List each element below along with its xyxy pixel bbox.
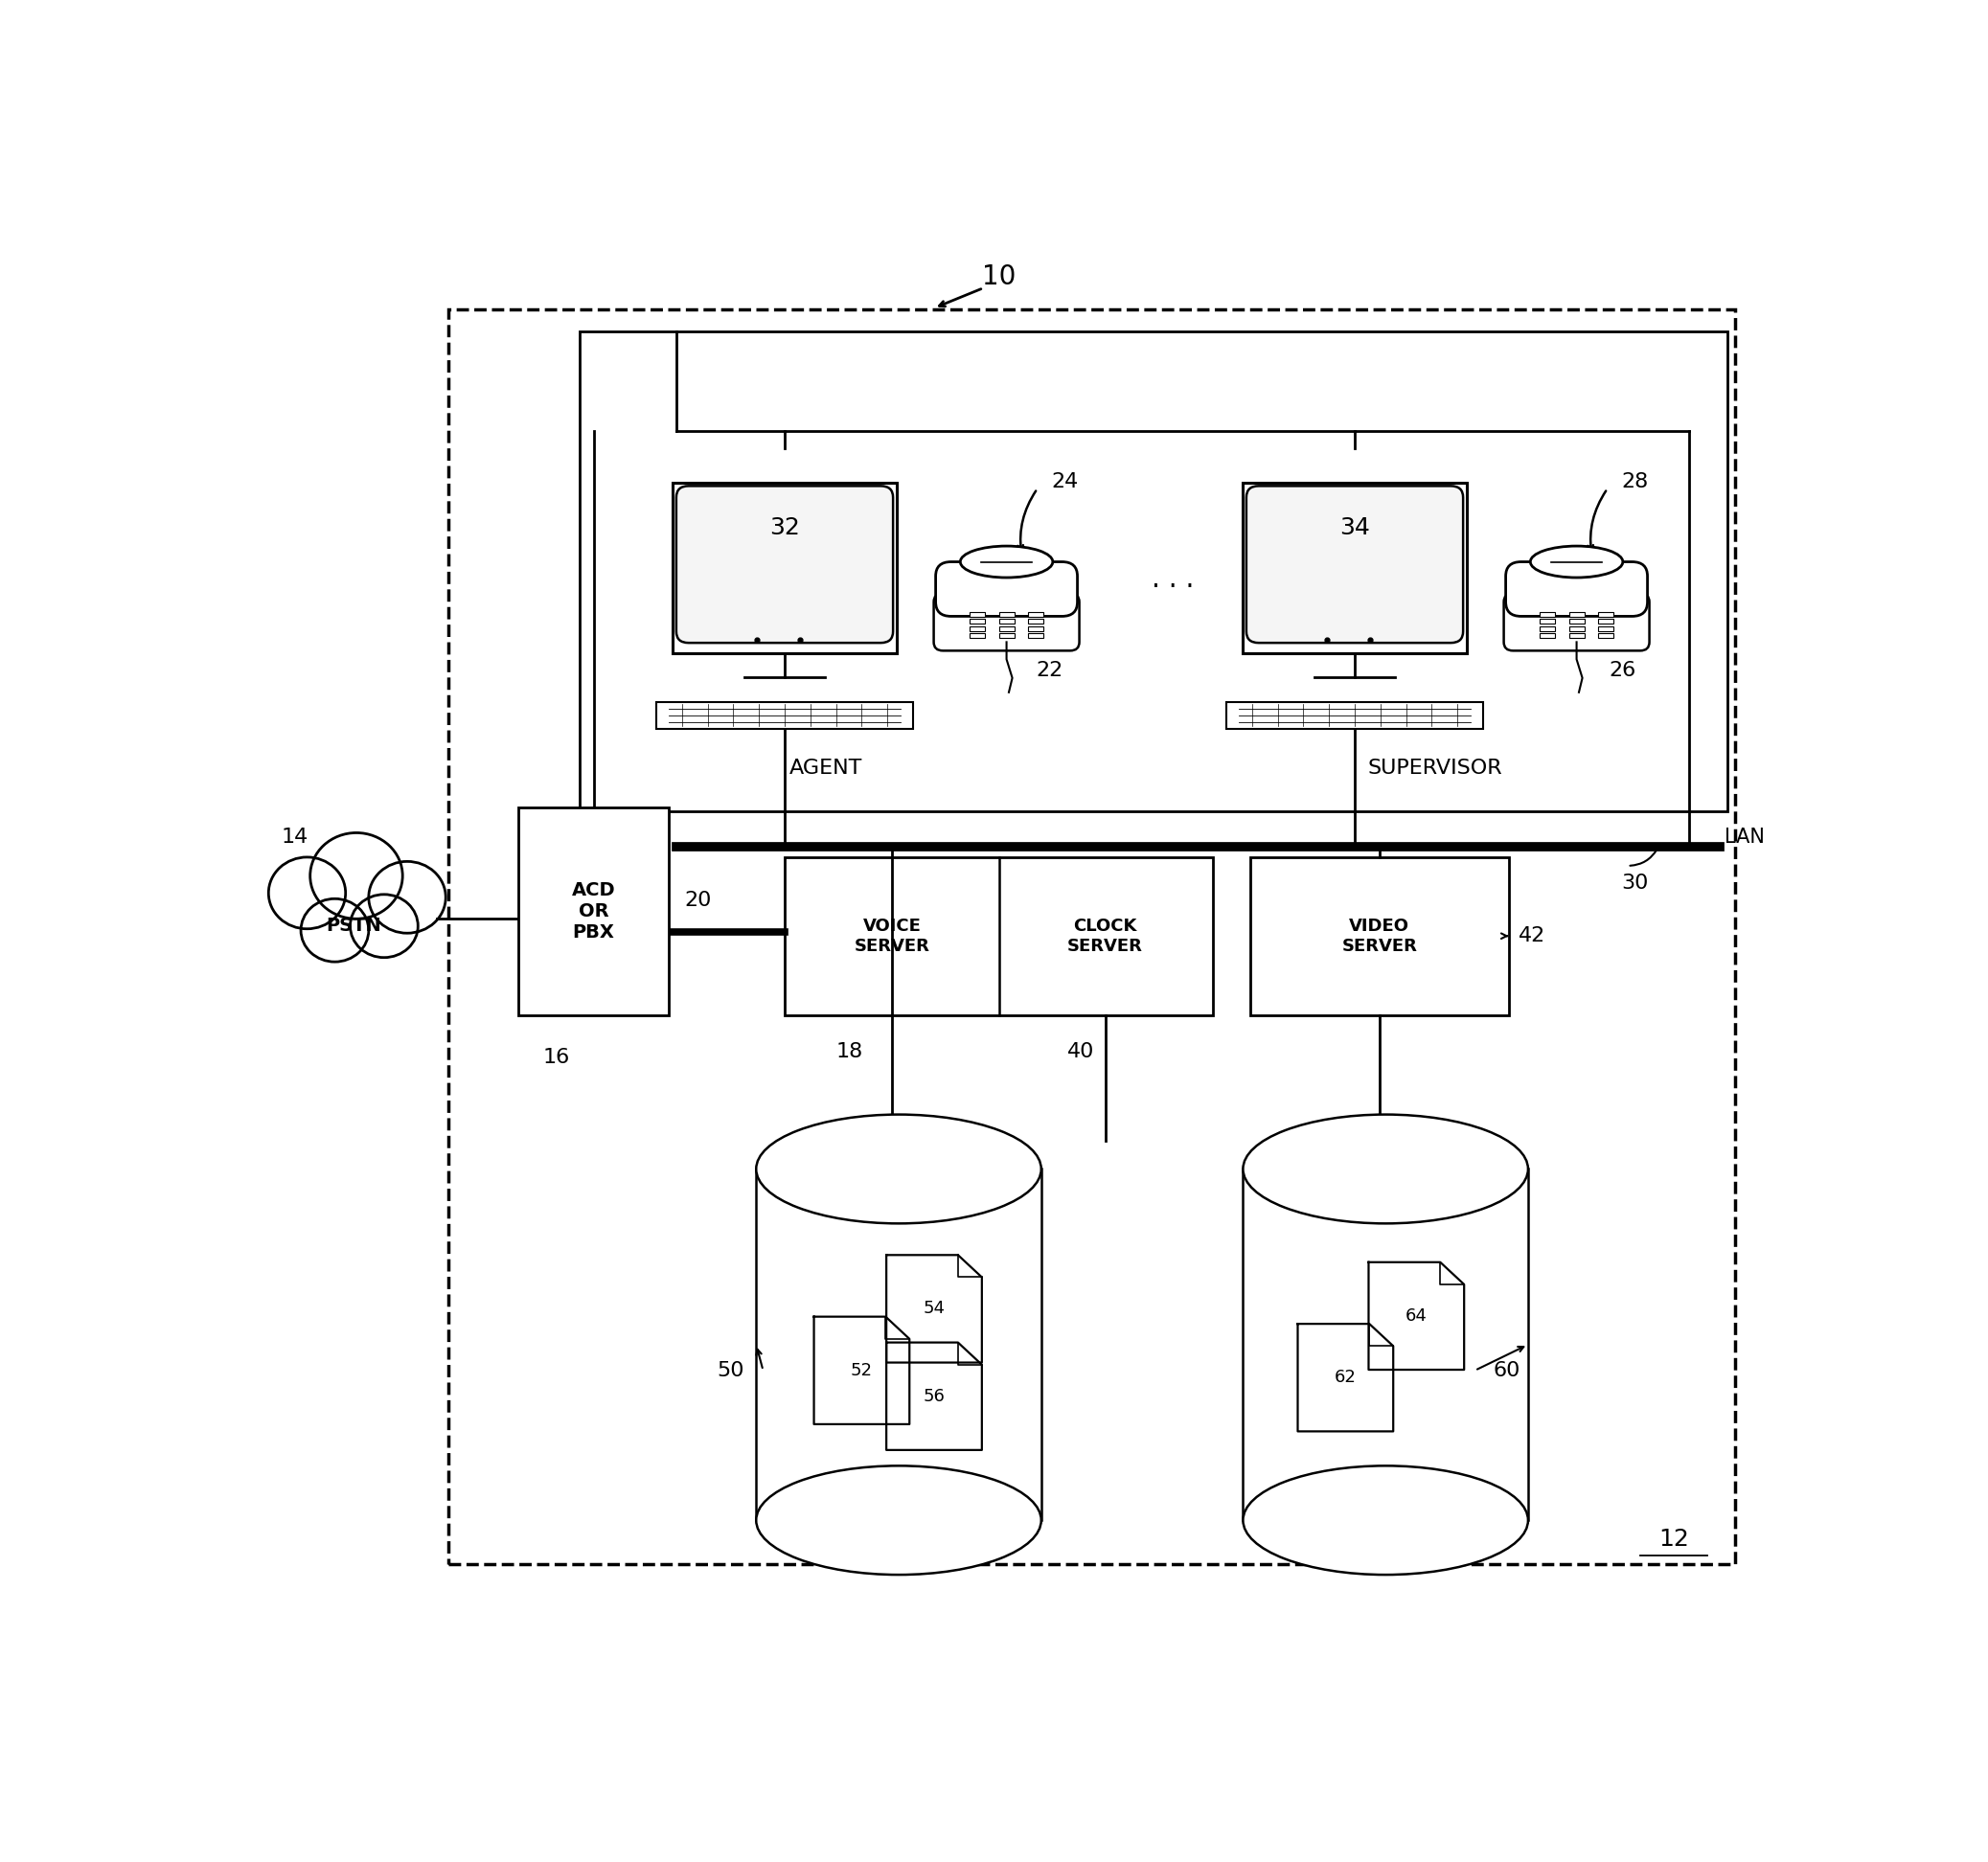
Circle shape xyxy=(368,862,445,933)
FancyBboxPatch shape xyxy=(755,1169,1042,1519)
FancyBboxPatch shape xyxy=(1541,633,1555,639)
Ellipse shape xyxy=(755,1115,1042,1223)
FancyBboxPatch shape xyxy=(1028,618,1044,624)
FancyBboxPatch shape xyxy=(1569,626,1584,631)
FancyBboxPatch shape xyxy=(1598,626,1612,631)
FancyBboxPatch shape xyxy=(1242,482,1467,654)
Text: . . .: . . . xyxy=(1151,566,1195,592)
Polygon shape xyxy=(1298,1324,1394,1432)
Text: SUPERVISOR: SUPERVISOR xyxy=(1368,758,1503,778)
Text: 10: 10 xyxy=(982,263,1016,290)
FancyBboxPatch shape xyxy=(1227,702,1483,728)
FancyBboxPatch shape xyxy=(1598,618,1612,624)
Text: 24: 24 xyxy=(1052,471,1079,492)
FancyBboxPatch shape xyxy=(1598,633,1612,639)
FancyBboxPatch shape xyxy=(970,618,986,624)
FancyBboxPatch shape xyxy=(1598,611,1612,616)
FancyBboxPatch shape xyxy=(676,486,893,642)
FancyBboxPatch shape xyxy=(1569,618,1584,624)
Circle shape xyxy=(300,899,368,963)
Text: 14: 14 xyxy=(280,827,308,847)
Text: 54: 54 xyxy=(922,1300,944,1318)
FancyBboxPatch shape xyxy=(970,633,986,639)
FancyBboxPatch shape xyxy=(1541,611,1555,616)
FancyBboxPatch shape xyxy=(936,562,1077,616)
Text: 16: 16 xyxy=(543,1048,571,1067)
Text: 28: 28 xyxy=(1622,471,1648,492)
FancyBboxPatch shape xyxy=(1028,626,1044,631)
Text: 34: 34 xyxy=(1340,516,1370,538)
FancyBboxPatch shape xyxy=(449,309,1736,1564)
Polygon shape xyxy=(1368,1262,1463,1370)
Text: 26: 26 xyxy=(1608,661,1636,680)
Ellipse shape xyxy=(1242,1115,1529,1223)
Polygon shape xyxy=(813,1316,909,1424)
FancyBboxPatch shape xyxy=(674,482,897,654)
FancyBboxPatch shape xyxy=(1541,626,1555,631)
FancyBboxPatch shape xyxy=(656,702,912,728)
Polygon shape xyxy=(887,1343,982,1450)
Text: 52: 52 xyxy=(851,1361,873,1380)
Text: 56: 56 xyxy=(922,1387,944,1404)
FancyBboxPatch shape xyxy=(970,611,986,616)
Text: VIDEO
SERVER: VIDEO SERVER xyxy=(1342,918,1417,955)
Text: 50: 50 xyxy=(718,1361,746,1380)
FancyBboxPatch shape xyxy=(1541,618,1555,624)
FancyBboxPatch shape xyxy=(1242,1169,1529,1519)
Text: AGENT: AGENT xyxy=(789,758,863,778)
FancyBboxPatch shape xyxy=(580,331,1728,812)
Text: ACD
OR
PBX: ACD OR PBX xyxy=(573,881,616,940)
Circle shape xyxy=(350,894,417,957)
FancyBboxPatch shape xyxy=(970,626,986,631)
Text: 32: 32 xyxy=(769,516,799,538)
FancyBboxPatch shape xyxy=(1569,611,1584,616)
FancyBboxPatch shape xyxy=(1250,857,1509,1015)
Ellipse shape xyxy=(284,875,423,963)
Text: CLOCK
SERVER: CLOCK SERVER xyxy=(1068,918,1143,955)
FancyBboxPatch shape xyxy=(998,633,1014,639)
FancyBboxPatch shape xyxy=(998,618,1014,624)
Circle shape xyxy=(268,857,346,929)
Text: PSTN: PSTN xyxy=(326,916,382,935)
FancyBboxPatch shape xyxy=(1028,633,1044,639)
Text: 22: 22 xyxy=(1036,661,1064,680)
Circle shape xyxy=(310,832,402,918)
FancyBboxPatch shape xyxy=(1505,562,1648,616)
Polygon shape xyxy=(887,1255,982,1363)
Text: 12: 12 xyxy=(1658,1529,1690,1551)
FancyBboxPatch shape xyxy=(1503,594,1650,650)
Text: 18: 18 xyxy=(835,1043,863,1061)
Text: 30: 30 xyxy=(1622,873,1648,892)
Text: 64: 64 xyxy=(1406,1307,1427,1324)
Ellipse shape xyxy=(1242,1465,1529,1575)
FancyBboxPatch shape xyxy=(1028,611,1044,616)
FancyBboxPatch shape xyxy=(519,806,670,1015)
FancyBboxPatch shape xyxy=(998,611,1014,616)
Ellipse shape xyxy=(1531,546,1622,577)
FancyBboxPatch shape xyxy=(1569,633,1584,639)
FancyBboxPatch shape xyxy=(785,857,1213,1015)
Text: 40: 40 xyxy=(1068,1043,1093,1061)
FancyBboxPatch shape xyxy=(1246,486,1463,642)
Ellipse shape xyxy=(960,546,1054,577)
Text: 62: 62 xyxy=(1334,1369,1356,1385)
Text: VOICE
SERVER: VOICE SERVER xyxy=(855,918,930,955)
Text: 60: 60 xyxy=(1493,1361,1521,1380)
Text: LAN: LAN xyxy=(1724,827,1765,847)
Text: 42: 42 xyxy=(1519,927,1545,946)
Text: 20: 20 xyxy=(684,890,712,911)
FancyBboxPatch shape xyxy=(934,594,1079,650)
FancyBboxPatch shape xyxy=(998,626,1014,631)
Ellipse shape xyxy=(755,1465,1042,1575)
